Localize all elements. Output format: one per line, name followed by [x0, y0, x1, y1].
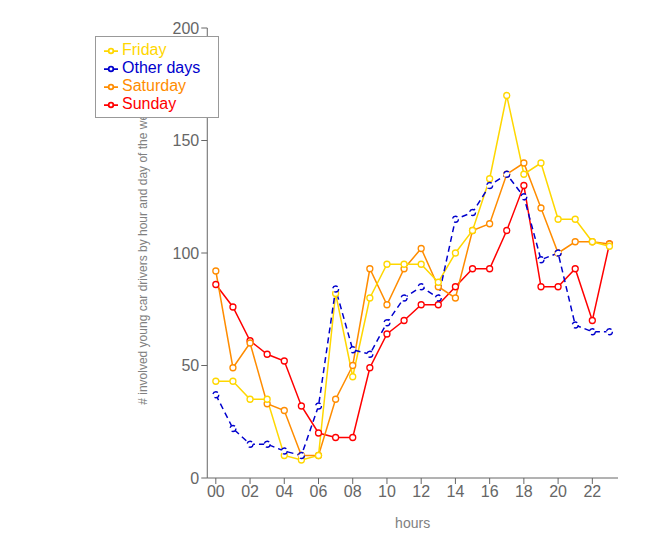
- svg-text:18: 18: [515, 483, 533, 500]
- svg-text:12: 12: [412, 483, 430, 500]
- svg-text:00: 00: [207, 483, 225, 500]
- html-text:Saturday: Saturday: [122, 77, 186, 94]
- svg-text:08: 08: [344, 483, 362, 500]
- html-text:Other days: Other days: [122, 59, 201, 76]
- svg-text:06: 06: [310, 483, 328, 500]
- svg-text:02: 02: [241, 483, 259, 500]
- svg-text:0: 0: [190, 470, 199, 487]
- svg-text:10: 10: [378, 483, 396, 500]
- svg-text:150: 150: [173, 132, 200, 149]
- svg-text:50: 50: [181, 357, 199, 374]
- svg-text:100: 100: [173, 245, 200, 262]
- svg-text:04: 04: [275, 483, 293, 500]
- svg-text:14: 14: [447, 483, 465, 500]
- svg-text:hours: hours: [395, 515, 430, 531]
- svg-text:# involved young car drivers b: # involved young car drivers by hour and…: [136, 100, 150, 405]
- svg-text:22: 22: [583, 483, 601, 500]
- html-text:Friday: Friday: [122, 41, 167, 58]
- html-text:Sunday: Sunday: [122, 95, 177, 112]
- svg-text:200: 200: [173, 20, 200, 37]
- svg-text:16: 16: [481, 483, 499, 500]
- svg-text:20: 20: [549, 483, 567, 500]
